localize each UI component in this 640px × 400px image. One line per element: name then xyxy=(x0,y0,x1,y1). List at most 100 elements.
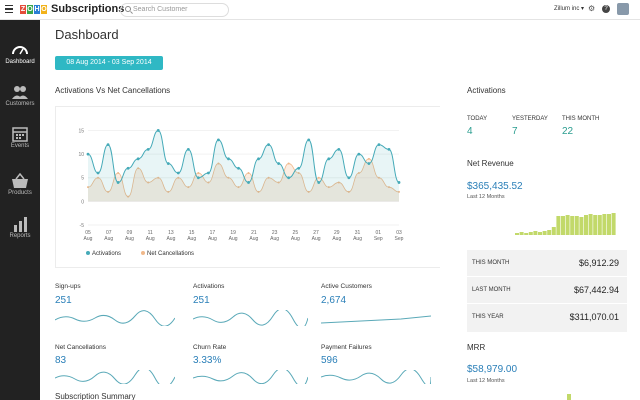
data-point xyxy=(86,152,90,156)
data-point xyxy=(247,181,250,184)
data-point xyxy=(297,172,300,174)
revenue-bar xyxy=(588,214,593,235)
x-tick-label: Sep xyxy=(374,236,383,242)
x-tick-label: Aug xyxy=(270,236,279,242)
revenue-bar xyxy=(551,227,556,235)
x-tick-label: Aug xyxy=(166,236,175,242)
stat-value-active-customers[interactable]: 2,674 xyxy=(321,295,347,306)
data-point xyxy=(337,147,341,151)
data-point xyxy=(387,147,391,151)
net-revenue-subtitle: Last 12 Months xyxy=(467,194,505,200)
series-area-activations xyxy=(88,130,399,202)
data-point xyxy=(87,186,89,189)
sidebar-item-events[interactable]: Events xyxy=(0,118,40,160)
data-point xyxy=(136,157,140,161)
y-tick-label: -5 xyxy=(80,223,85,229)
data-point xyxy=(227,176,230,179)
data-point xyxy=(196,176,200,180)
x-tick-label: 15 xyxy=(189,230,195,236)
revenue-bar xyxy=(574,216,579,235)
sparkline-active-customers xyxy=(321,315,431,324)
menu-icon[interactable] xyxy=(5,5,13,14)
sidebar-item-label: Reports xyxy=(9,233,31,239)
data-point xyxy=(317,176,320,179)
data-point xyxy=(187,186,190,189)
help-icon[interactable]: ? xyxy=(602,5,610,13)
x-tick-label: Aug xyxy=(229,236,238,242)
data-point xyxy=(347,190,350,193)
legend-label: Net Cancellations xyxy=(147,251,195,257)
date-range-picker[interactable]: 08 Aug 2014 - 03 Sep 2014 xyxy=(55,56,163,70)
data-point xyxy=(186,147,190,151)
data-point xyxy=(117,172,120,174)
stat-label-net-cancellations: Net Cancellations xyxy=(55,344,106,351)
logo-letter: H xyxy=(34,5,40,14)
sidebar-item-products[interactable]: Products xyxy=(0,165,40,207)
stat-value-churn-rate[interactable]: 3.33% xyxy=(193,355,222,366)
search-input[interactable]: Search Customer xyxy=(120,3,229,17)
data-point xyxy=(247,172,250,174)
calendar-icon xyxy=(12,127,28,142)
stat-label-payment-failures: Payment Failures xyxy=(321,344,372,351)
legend-net-cancellations[interactable]: Net Cancellations xyxy=(141,251,194,257)
data-point xyxy=(237,166,240,170)
zoho-logo[interactable]: Z O H O xyxy=(20,4,48,15)
sidebar-item-customers[interactable]: Customers xyxy=(0,76,40,118)
data-point xyxy=(116,181,120,184)
x-tick-label: Sep xyxy=(395,236,404,242)
data-point xyxy=(197,172,200,174)
mrr-title: MRR xyxy=(467,343,486,352)
gear-icon[interactable]: ⚙ xyxy=(588,4,596,13)
org-selector[interactable]: Zillum inc ▾ xyxy=(554,6,585,12)
x-tick-label: 21 xyxy=(251,230,257,236)
sidebar-item-reports[interactable]: Reports xyxy=(0,208,40,250)
revenue-row-label: THIS YEAR xyxy=(472,314,504,320)
x-tick-label: Aug xyxy=(104,236,113,242)
activity-chart[interactable]: 151050-505Aug07Aug09Aug11Aug13Aug15Aug17… xyxy=(56,107,441,267)
x-tick-label: 27 xyxy=(313,230,319,236)
data-point xyxy=(97,176,100,179)
yesterday-value: 7 xyxy=(512,126,518,137)
data-point xyxy=(277,181,280,184)
sparkline-signups xyxy=(55,310,175,326)
page-title: Dashboard xyxy=(55,27,119,42)
revenue-bar xyxy=(597,215,602,235)
revenue-row-value: $6,912.29 xyxy=(578,258,619,268)
search-icon xyxy=(125,6,131,12)
data-point xyxy=(257,190,260,193)
revenue-bar xyxy=(524,233,529,235)
revenue-row-label: LAST MONTH xyxy=(472,287,511,293)
mrr-bar-chart xyxy=(567,394,571,400)
basket-icon xyxy=(12,173,28,188)
stat-value-net-cancellations[interactable]: 83 xyxy=(55,355,67,366)
y-tick-label: 0 xyxy=(81,199,84,205)
revenue-bar xyxy=(515,233,519,235)
gauge-icon xyxy=(12,46,28,55)
data-point xyxy=(347,176,351,180)
x-tick-label: Aug xyxy=(353,236,362,242)
stat-value-activations[interactable]: 251 xyxy=(193,295,210,306)
data-point xyxy=(217,138,220,142)
revenue-row-this-month: THIS MONTH $6,912.29 xyxy=(467,250,627,277)
revenue-row-last-month: LAST MONTH $67,442.94 xyxy=(467,277,627,304)
sidebar-item-dashboard[interactable]: Dashboard xyxy=(0,34,40,76)
legend-activations[interactable]: Activations xyxy=(86,251,121,257)
stat-value-payment-failures[interactable]: 596 xyxy=(321,355,338,366)
x-tick-label: 17 xyxy=(210,230,216,236)
avatar[interactable] xyxy=(617,3,629,15)
data-point xyxy=(317,181,321,184)
app-name: Subscriptions xyxy=(51,3,125,15)
data-point xyxy=(177,176,180,179)
activity-chart-container: 15 10 5 0 -5 05 Aug 07 Aug 09 Aug 11 Aug 13 Aug 15 Aug 17… xyxy=(55,106,440,268)
stat-value-signups[interactable]: 251 xyxy=(55,295,72,306)
x-tick-label: Aug xyxy=(146,236,155,242)
mrr-value: $58,979.00 xyxy=(467,364,518,375)
legend-label: Activations xyxy=(92,251,122,257)
x-tick-label: Aug xyxy=(249,236,258,242)
x-tick-label: 03 xyxy=(396,230,402,236)
data-point xyxy=(398,190,400,193)
today-label: TODAY xyxy=(467,116,488,122)
data-point xyxy=(96,171,100,175)
sparkline-churn-rate xyxy=(193,370,308,384)
net-revenue-bar-chart xyxy=(515,213,616,235)
